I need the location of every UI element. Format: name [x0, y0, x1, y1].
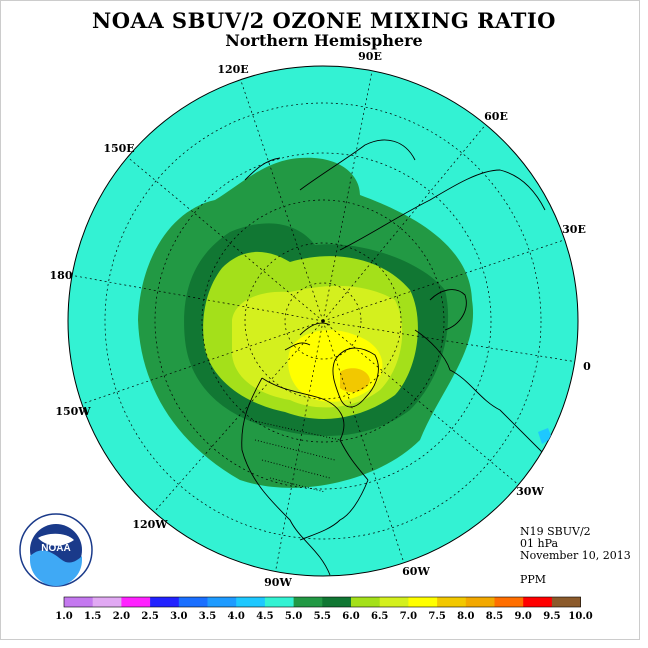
lon-label-30w: 30W: [516, 485, 544, 498]
colorbar-tick-label: 3.5: [199, 611, 216, 622]
colorbar-swatch: [64, 597, 93, 607]
ozone-patch-blue: [538, 428, 552, 444]
colorbar-tick-label: 6.0: [342, 611, 359, 622]
colorbar-tick-label: 3.0: [170, 611, 187, 622]
lon-label-90w: 90W: [264, 576, 292, 589]
lon-label-150e: 150E: [103, 142, 134, 155]
colorbar-swatch: [408, 597, 438, 607]
logo-text: NOAA: [41, 543, 70, 554]
colorbar-tick-label: 2.5: [141, 611, 158, 622]
colorbar-tick-label: 9.0: [514, 611, 531, 622]
coastlines: [241, 139, 561, 576]
ozone-band-7-5: [340, 368, 370, 393]
lon-label-90e: 90E: [358, 50, 382, 63]
colorbar-swatch: [494, 597, 524, 607]
units-label: PPM: [520, 573, 547, 586]
chart-subtitle: Northern Hemisphere: [225, 31, 423, 50]
lon-label-60e: 60E: [484, 110, 508, 123]
colorbar-tick-label: 8.5: [486, 611, 503, 622]
lon-label-120w: 120W: [132, 518, 168, 531]
lon-label-150w: 150W: [55, 405, 91, 418]
colorbar-tick-label: 8.0: [457, 611, 474, 622]
colorbar-swatch: [236, 597, 266, 607]
colorbar-tick-label: 4.0: [227, 611, 244, 622]
colorbar: 1.0 1.5 2.0 2.5 3.0 3.5 4.0 4.5 5.0 5.5 6.0 6.5 7.0 7…: [55, 596, 593, 622]
date-label: November 10, 2013: [520, 549, 631, 562]
colorbar-tick-label: 1.0: [55, 611, 72, 622]
colorbar-tick-label: 7.0: [400, 611, 417, 622]
colorbar-swatch: [322, 597, 352, 607]
colorbar-tick-label: 7.5: [428, 611, 445, 622]
colorbar-tick-label: 4.5: [256, 611, 273, 622]
latitude-circles: [104, 102, 542, 540]
colorbar-swatch: [465, 597, 495, 607]
satellite-label: N19 SBUV/2: [520, 525, 591, 538]
lon-label-30e: 30E: [562, 223, 586, 236]
colorbar-swatch: [207, 597, 237, 607]
lon-label-120e: 120E: [217, 63, 248, 76]
colorbar-tick-label: 5.5: [314, 611, 331, 622]
noaa-logo: NOAA: [19, 513, 93, 587]
lon-label-60w: 60W: [402, 565, 430, 578]
colorbar-outline: [63, 596, 581, 608]
colorbar-swatch: [379, 597, 409, 607]
colorbar-tick-label: 9.5: [543, 611, 560, 622]
colorbar-swatch: [264, 597, 294, 607]
pressure-level-label: 01 hPa: [520, 537, 559, 550]
colorbar-swatch: [523, 597, 553, 607]
colorbar-tick-label: 6.5: [371, 611, 388, 622]
colorbar-swatch: [293, 597, 323, 607]
lon-label-0: 0: [583, 360, 591, 373]
colorbar-swatch: [92, 597, 122, 607]
colorbar-swatch: [351, 597, 380, 607]
image-frame: [0, 0, 640, 640]
chart-title: NOAA SBUV/2 OZONE MIXING RATIO: [92, 8, 556, 33]
colorbar-swatch: [150, 597, 180, 607]
colorbar-swatch: [437, 597, 467, 607]
colorbar-swatch: [178, 597, 208, 607]
lon-label-180: 180: [50, 269, 73, 282]
colorbar-tick-label: 1.5: [84, 611, 101, 622]
colorbar-swatch: [121, 597, 151, 607]
meridians: [69, 66, 578, 575]
colorbar-swatch: [551, 597, 581, 607]
colorbar-tick-label: 5.0: [285, 611, 302, 622]
colorbar-tick-label: 2.0: [113, 611, 130, 622]
colorbar-tick-label: 10.0: [568, 611, 592, 622]
